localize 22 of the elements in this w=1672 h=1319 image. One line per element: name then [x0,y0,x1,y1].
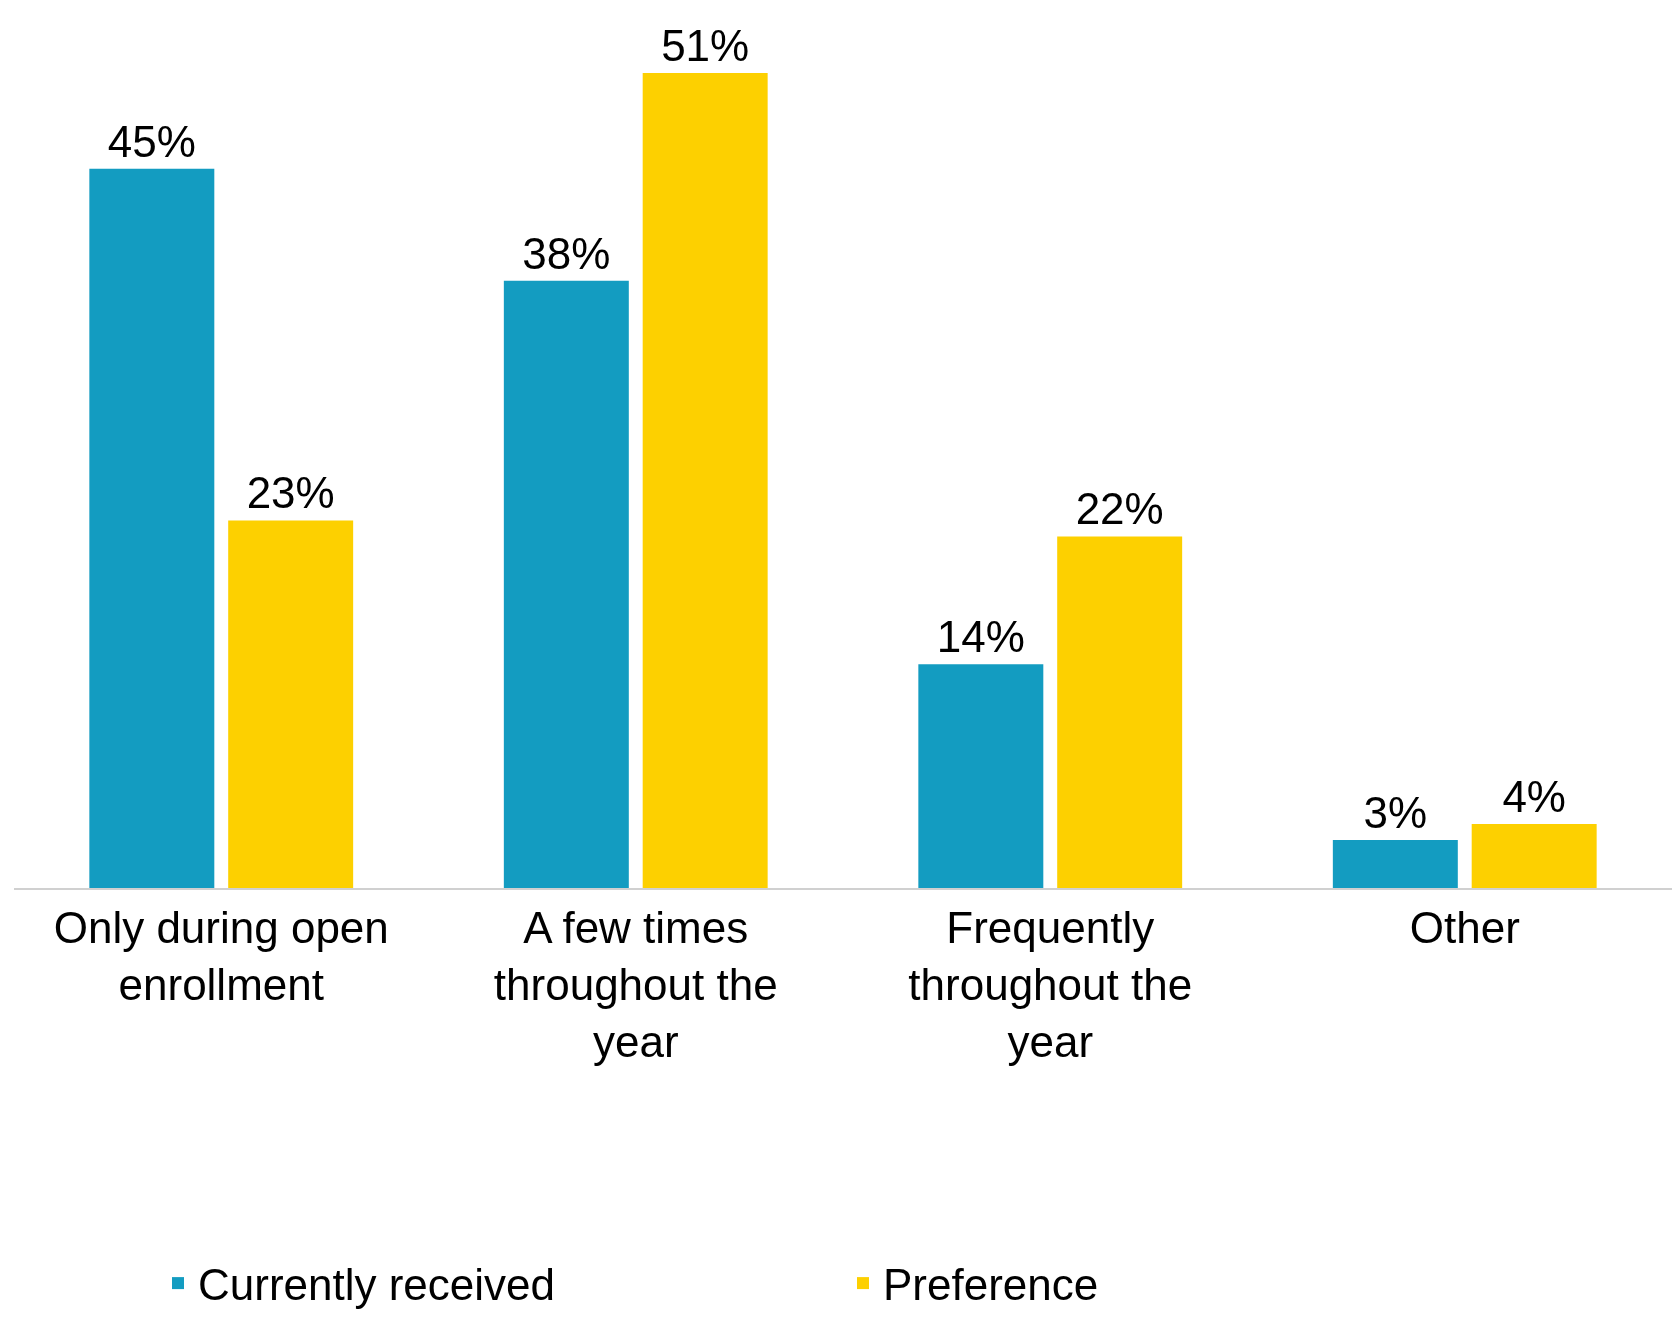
data-label: 4% [1502,772,1566,822]
bar [918,664,1044,888]
bar [1332,840,1458,888]
data-label: 3% [1363,788,1428,838]
legend-label: Currently received [198,1260,556,1310]
bar [89,168,215,888]
x-tick-label: Only during open enrollment [53,902,389,1009]
bar [642,72,768,888]
data-label: 23% [246,468,335,518]
bar [228,520,354,888]
data-label: 14% [936,612,1025,662]
data-label: 38% [522,228,611,278]
data-label: 22% [1075,484,1164,534]
bar [503,280,629,888]
x-tick-label: Frequently throughout the year [908,902,1193,1067]
x-tick-label: Other [1409,902,1520,952]
bar [1471,824,1597,888]
data-label: 51% [661,20,750,70]
x-tick-label: A few times throughout the year [493,902,778,1067]
bar [1057,536,1183,888]
legend-label: Preference [883,1260,1099,1310]
data-label: 45% [107,116,196,166]
